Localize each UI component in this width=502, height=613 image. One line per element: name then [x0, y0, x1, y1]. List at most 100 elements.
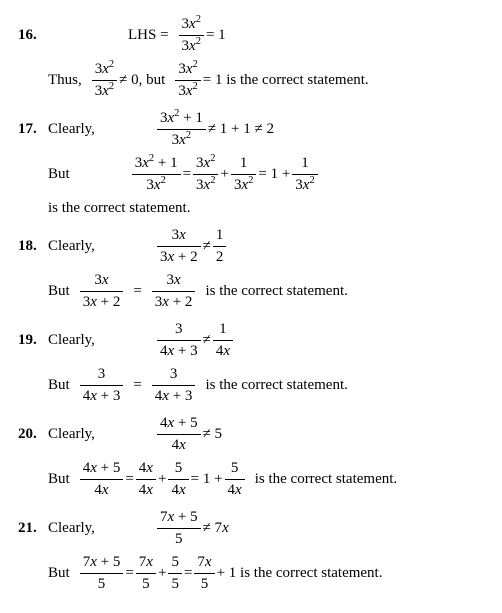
denominator: 3x + 2 — [80, 292, 124, 313]
lhs-label: LHS = — [128, 25, 169, 46]
numerator: 7x + 5 — [157, 507, 201, 529]
eq-text: = — [125, 469, 133, 490]
numerator: 7x — [136, 552, 156, 574]
neq-text: ≠ — [203, 330, 211, 351]
problem-19: 19. Clearly, 3 4x + 3 ≠ 1 4x But 3 4x + … — [18, 319, 484, 407]
denominator: 3x2 — [175, 81, 200, 102]
eq-text: = — [125, 563, 133, 584]
statement-text: is the correct statement. — [255, 469, 397, 490]
fraction: 1 3x2 — [231, 153, 256, 196]
fraction: 7x 5 — [136, 552, 156, 595]
numerator: 5 — [168, 458, 188, 480]
fraction: 4x 4x — [136, 458, 156, 501]
fraction: 3x 3x + 2 — [152, 270, 196, 313]
problem-number: 16. — [18, 25, 48, 46]
denominator: 2 — [213, 247, 227, 268]
but-text: But — [48, 469, 70, 490]
fraction: 3 4x + 3 — [157, 319, 201, 362]
denominator: 3x2 — [132, 175, 181, 196]
fraction: 3x2 + 1 3x2 — [132, 153, 181, 196]
fraction: 4x + 5 4x — [157, 413, 201, 456]
numerator: 5 — [168, 552, 182, 574]
fraction: 7x + 5 5 — [157, 507, 201, 550]
problem-number: 17. — [18, 119, 48, 140]
denominator: 4x + 3 — [80, 386, 124, 407]
denominator: 4x — [213, 341, 233, 362]
numerator: 3 — [152, 364, 196, 386]
fraction: 5 4x — [225, 458, 245, 501]
neq-text: ≠ 1 + 1 ≠ 2 — [208, 119, 274, 140]
denominator: 4x + 3 — [157, 341, 201, 362]
fraction: 4x + 5 4x — [80, 458, 124, 501]
problem-16: 16. LHS = 3x2 3x2 = 1 Thus, 3x2 3x2 ≠ 0,… — [18, 14, 484, 102]
denominator: 4x — [168, 480, 188, 501]
numerator: 3x — [80, 270, 124, 292]
thus-text: Thus, — [48, 70, 82, 91]
but-text: But — [48, 375, 70, 396]
numerator: 7x + 5 — [80, 552, 124, 574]
problem-21: 21. Clearly, 7x + 5 5 ≠ 7x But 7x + 5 5 … — [18, 507, 484, 595]
denominator: 3x + 2 — [152, 292, 196, 313]
numerator: 5 — [225, 458, 245, 480]
numerator: 3 — [157, 319, 201, 341]
neq-zero-text: ≠ 0, but — [119, 70, 165, 91]
numerator: 1 — [292, 153, 317, 175]
denominator: 3x2 — [193, 175, 218, 196]
eq-text: = — [133, 281, 141, 302]
denominator: 5 — [157, 529, 201, 550]
equals-one: = 1 — [206, 25, 226, 46]
fraction: 1 4x — [213, 319, 233, 362]
fraction: 3x 3x + 2 — [80, 270, 124, 313]
plus-text: + — [158, 563, 166, 584]
fraction: 3x2 3x2 — [179, 14, 204, 57]
numerator: 3x2 — [179, 14, 204, 36]
fraction: 3 4x + 3 — [152, 364, 196, 407]
problem-number: 19. — [18, 330, 48, 351]
neq-text: ≠ — [203, 236, 211, 257]
statement-text: + 1 is the correct statement. — [217, 563, 383, 584]
fraction: 1 3x2 — [292, 153, 317, 196]
plus-text: + — [220, 164, 228, 185]
numerator: 3x — [152, 270, 196, 292]
numerator: 1 — [213, 319, 233, 341]
eq-text: = — [133, 375, 141, 396]
but-text: But — [48, 563, 70, 584]
denominator: 5 — [80, 574, 124, 595]
denominator: 3x2 — [92, 81, 117, 102]
numerator: 1 — [213, 225, 227, 247]
statement-text: is the correct statement. — [48, 198, 190, 219]
eq-text: = — [184, 563, 192, 584]
problem-number: 21. — [18, 518, 48, 539]
denominator: 5 — [136, 574, 156, 595]
denominator: 4x — [225, 480, 245, 501]
fraction: 3x 3x + 2 — [157, 225, 201, 268]
statement-text: is the correct statement. — [205, 281, 347, 302]
numerator: 4x + 5 — [80, 458, 124, 480]
numerator: 1 — [231, 153, 256, 175]
clearly-text: Clearly, — [48, 424, 95, 445]
denominator: 3x + 2 — [157, 247, 201, 268]
denominator: 4x — [157, 435, 201, 456]
eq-text: = — [183, 164, 191, 185]
but-text: But — [48, 164, 70, 185]
numerator: 3x2 + 1 — [132, 153, 181, 175]
numerator: 3x2 — [175, 59, 200, 81]
numerator: 4x — [136, 458, 156, 480]
fraction: 3x2 3x2 — [175, 59, 200, 102]
eq-text: = 1 + — [258, 164, 290, 185]
problem-18: 18. Clearly, 3x 3x + 2 ≠ 1 2 But 3x 3x +… — [18, 225, 484, 313]
fraction: 3x2 3x2 — [92, 59, 117, 102]
fraction: 3 4x + 3 — [80, 364, 124, 407]
clearly-text: Clearly, — [48, 236, 95, 257]
numerator: 3x — [157, 225, 201, 247]
statement-text: is the correct statement. — [205, 375, 347, 396]
fraction: 7x 5 — [194, 552, 214, 595]
but-text: But — [48, 281, 70, 302]
numerator: 3x2 + 1 — [157, 108, 206, 130]
problem-number: 20. — [18, 424, 48, 445]
clearly-text: Clearly, — [48, 330, 95, 351]
problem-number: 18. — [18, 236, 48, 257]
fraction: 1 2 — [213, 225, 227, 268]
fraction: 3x2 + 1 3x2 — [157, 108, 206, 151]
fraction: 3x2 3x2 — [193, 153, 218, 196]
